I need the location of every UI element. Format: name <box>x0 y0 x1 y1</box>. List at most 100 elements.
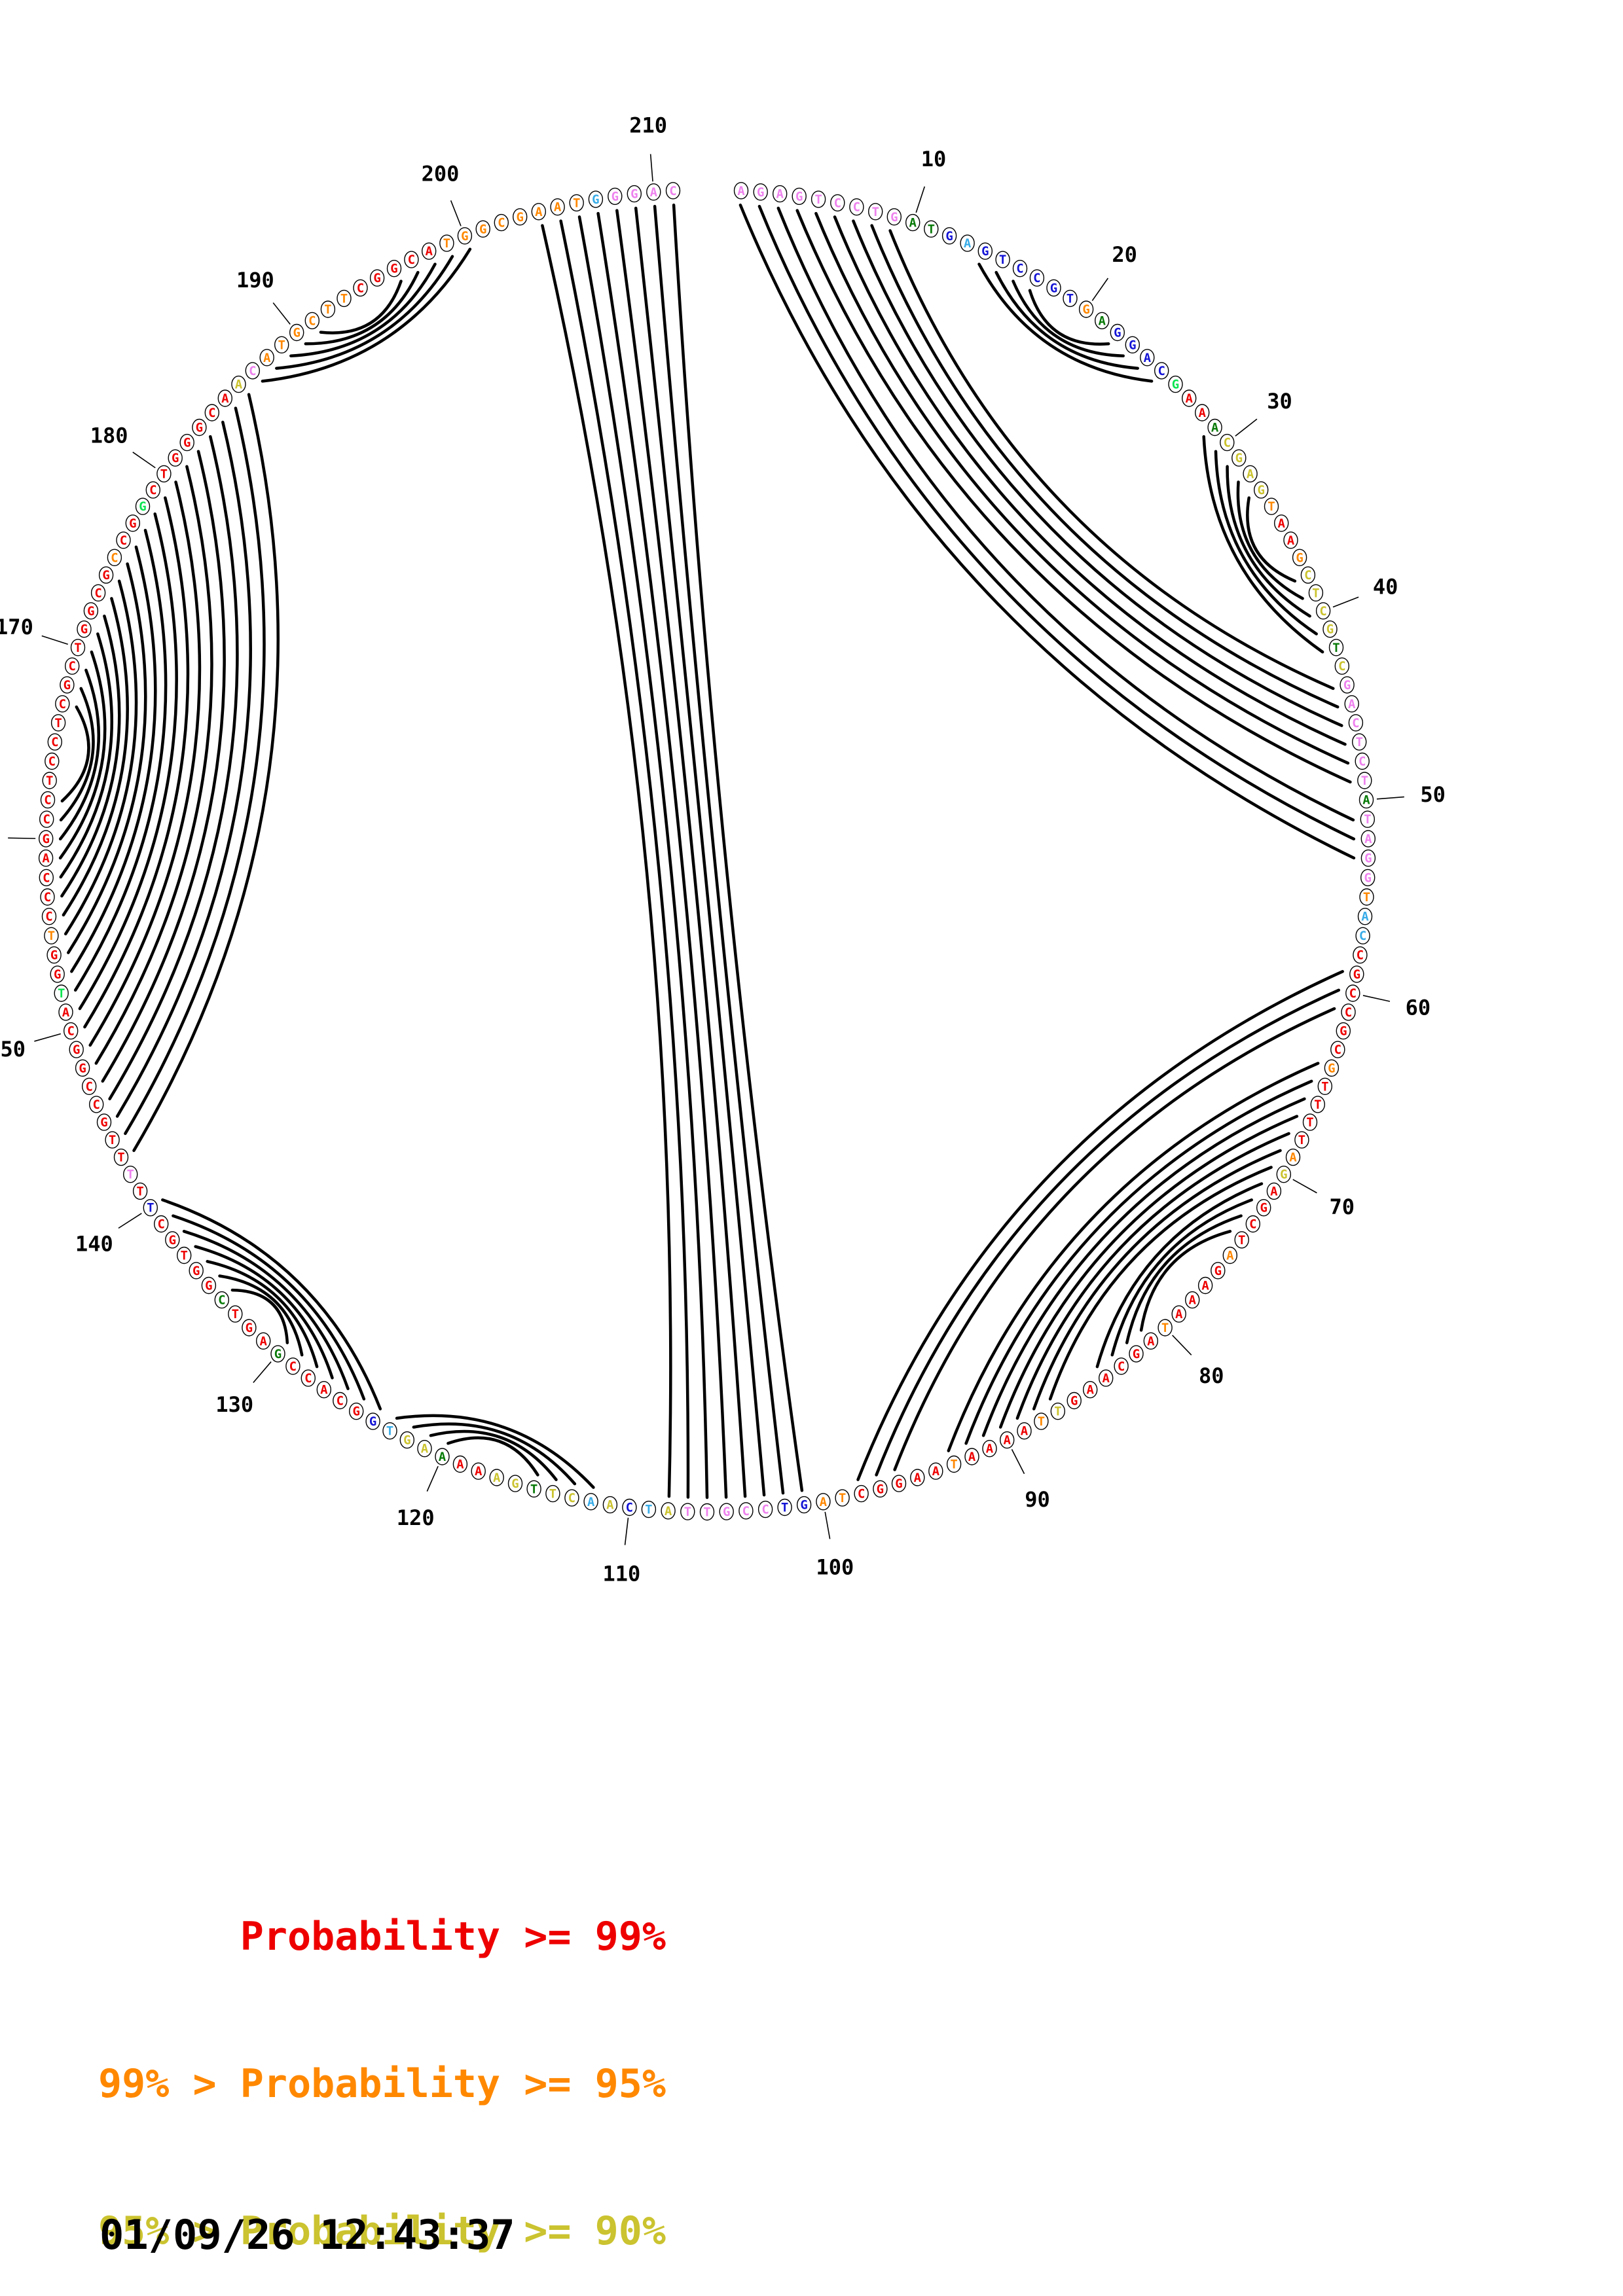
tick-label: 30 <box>1267 389 1292 414</box>
nucleotide: T <box>1357 772 1372 789</box>
nucleotide-circle <box>365 1412 380 1430</box>
nucleotide-circle <box>333 1391 348 1410</box>
nucleotide-letter: A <box>493 1471 501 1485</box>
nucleotide-circle <box>143 1198 158 1217</box>
nucleotide: C <box>81 1077 97 1096</box>
nucleotide-letter: C <box>85 1079 92 1094</box>
nucleotide-circle <box>946 1455 962 1473</box>
pair-arc <box>577 215 709 1499</box>
nucleotide: G <box>1125 336 1140 353</box>
nucleotide-letter: G <box>1070 1394 1078 1408</box>
nucleotide: A <box>1082 1380 1098 1399</box>
nucleotide: T <box>1264 497 1279 515</box>
nucleotide: T <box>1308 584 1324 601</box>
tick-leader-line <box>118 1213 142 1229</box>
nucleotide: A <box>531 203 546 221</box>
nucleotide-circle <box>320 300 336 318</box>
nucleotide-letter: T <box>1361 774 1368 788</box>
tick-label: 120 <box>397 1505 435 1530</box>
nucleotide-letter: A <box>456 1458 464 1472</box>
nucleotide-circle <box>1273 514 1289 532</box>
nucleotide-circle <box>70 639 86 656</box>
nucleotide: G <box>1360 849 1376 867</box>
nucleotide-circle <box>1344 695 1359 713</box>
nucleotide-letter: C <box>357 281 364 295</box>
nucleotide-circle <box>382 1422 397 1440</box>
nucleotide-letter: T <box>74 641 81 655</box>
nucleotide-letter: C <box>44 890 51 905</box>
nucleotide: C <box>64 657 80 675</box>
pair-arc <box>194 1245 334 1380</box>
nucleotide-circle <box>641 1500 657 1518</box>
pair-arc <box>998 1115 1299 1429</box>
nucleotide: C <box>153 1215 169 1233</box>
nucleotide-circle <box>602 1496 618 1514</box>
probability-legend: Probability >= 99% 99% > Probability >= … <box>98 1814 666 2296</box>
nucleotide-letter: A <box>932 1464 940 1479</box>
nucleotide-letter: G <box>1364 852 1372 866</box>
nucleotide-letter: C <box>208 406 215 420</box>
nucleotide-letter: A <box>1185 391 1193 406</box>
nucleotide: A <box>1197 1276 1213 1295</box>
nucleotide: G <box>60 676 75 694</box>
nucleotide-circle <box>457 227 473 245</box>
nucleotide-letter: T <box>1054 1405 1061 1419</box>
nucleotide-letter: T <box>443 236 450 251</box>
nucleotide: T <box>1310 1096 1326 1113</box>
tick-label: 60 <box>1406 995 1431 1020</box>
nucleotide: T <box>946 1455 962 1473</box>
nucleotide-circle <box>228 1305 243 1323</box>
nucleotide: G <box>1231 449 1247 467</box>
nucleotide-circle <box>531 203 546 221</box>
nucleotide: G <box>1349 965 1364 983</box>
nucleotide: A <box>772 185 788 203</box>
nucleotide: A <box>1140 349 1155 367</box>
nucleotide-circle <box>337 289 352 308</box>
nucleotide-circle <box>1207 418 1222 437</box>
nucleotide-letter: C <box>1357 948 1364 963</box>
nucleotide: C <box>739 1502 754 1520</box>
nucleotide-letter: T <box>1364 812 1371 827</box>
nucleotide-letter: C <box>67 1024 74 1039</box>
nucleotide: G <box>1256 1198 1271 1217</box>
nucleotide: C <box>854 1484 869 1503</box>
nucleotide-circle <box>349 1402 364 1420</box>
pair-arc <box>653 204 785 1495</box>
pair-arc <box>78 512 178 1011</box>
pair-arc <box>60 615 121 898</box>
pair-arc <box>59 632 114 879</box>
nucleotide-circle <box>105 1131 120 1149</box>
nucleotide-circle <box>489 1469 504 1486</box>
nucleotide-letter: G <box>192 1264 200 1278</box>
nucleotide-letter: G <box>1353 967 1360 982</box>
nucleotide-circle <box>550 198 565 216</box>
pair-arc <box>289 262 437 357</box>
nucleotide: T <box>1158 1319 1173 1336</box>
nucleotide-letter: G <box>1280 1168 1287 1182</box>
nucleotide-circle <box>1294 1131 1309 1149</box>
nucleotide-circle <box>830 194 845 212</box>
nucleotide-letter: A <box>1247 467 1254 481</box>
nucleotide: T <box>1359 888 1374 906</box>
tick-leader-line <box>41 635 68 645</box>
nucleotide-circle <box>995 251 1010 268</box>
tick-label: 200 <box>422 161 460 186</box>
nucleotide-letter: T <box>573 196 580 210</box>
tick-label: 210 <box>629 113 667 138</box>
nucleotide-circle <box>622 1498 637 1516</box>
tick-label: 70 <box>1329 1194 1355 1219</box>
nucleotide-circle <box>545 1484 560 1503</box>
nucleotide-letter: C <box>304 1371 312 1386</box>
nucleotide-circle <box>1308 584 1324 601</box>
tick-label: 140 <box>75 1231 113 1256</box>
nucleotide: A <box>1207 418 1222 437</box>
pair-arc <box>218 1274 304 1357</box>
nucleotide: C <box>47 733 63 751</box>
nucleotide-circle <box>165 1231 180 1249</box>
nucleotide-letter: G <box>592 192 599 207</box>
tick-leader-line <box>132 452 156 469</box>
pair-arc <box>230 1288 289 1344</box>
nucleotide-letter: G <box>205 1279 212 1293</box>
pair-arc <box>172 1214 366 1401</box>
nucleotide-circle <box>1220 433 1235 452</box>
